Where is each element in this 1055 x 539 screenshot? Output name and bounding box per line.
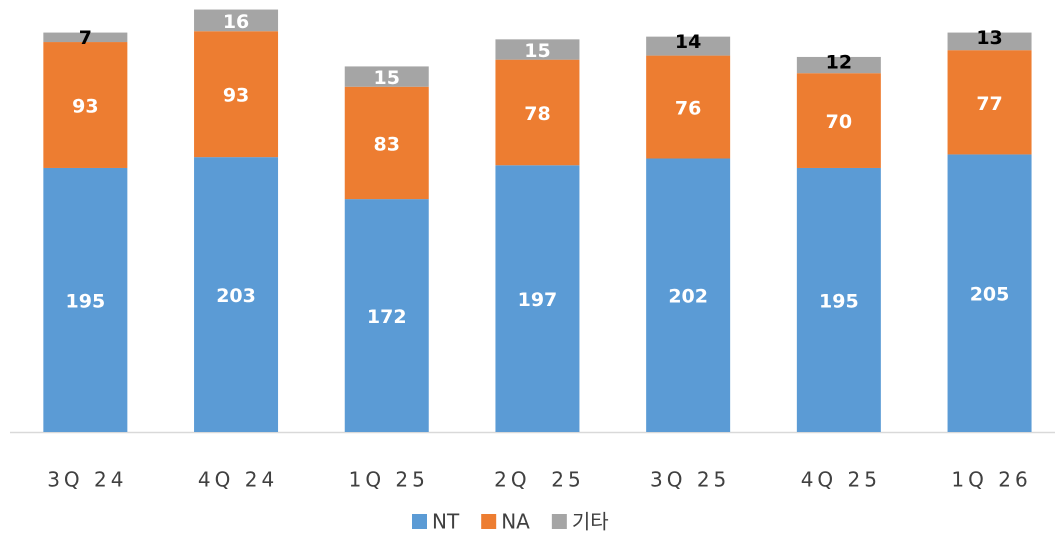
bar-segment xyxy=(194,31,279,158)
value-label: 78 xyxy=(524,103,550,125)
bar-segment xyxy=(344,66,429,87)
bar-segment xyxy=(796,56,881,74)
bar-segment xyxy=(194,9,279,32)
value-label: 93 xyxy=(223,85,249,107)
x-tick-label: 4Q 24 xyxy=(198,468,278,492)
bar-segment xyxy=(646,36,731,56)
bar-segment xyxy=(796,73,881,168)
bar-segment xyxy=(947,32,1032,51)
bar-segment xyxy=(646,55,731,159)
legend-swatch xyxy=(412,514,427,529)
value-label: 205 xyxy=(970,284,1010,306)
value-label: 14 xyxy=(675,31,701,53)
bar-segment xyxy=(344,199,429,432)
value-label: 202 xyxy=(668,286,708,308)
bar-segment xyxy=(495,39,580,60)
value-label: 203 xyxy=(216,285,256,307)
value-label: 70 xyxy=(826,111,852,133)
bar-segment xyxy=(43,167,128,432)
legend-swatch xyxy=(551,514,567,529)
x-tick-label: 1Q 25 xyxy=(349,468,429,492)
value-label: 7 xyxy=(79,27,92,49)
value-label: 77 xyxy=(976,93,1002,115)
value-label: 172 xyxy=(367,306,407,328)
value-label: 15 xyxy=(524,40,550,62)
bar-segment xyxy=(495,59,580,166)
bar-segment xyxy=(947,50,1032,155)
bar-segment xyxy=(43,42,128,168)
legend-swatch xyxy=(481,514,497,529)
x-tick-label: 4Q 25 xyxy=(801,468,881,492)
value-label: 12 xyxy=(826,51,852,73)
legend-label: 기타 xyxy=(572,510,609,534)
legend-label: NT xyxy=(432,510,460,534)
value-label: 15 xyxy=(374,67,400,89)
bar-segment xyxy=(344,86,429,200)
value-label: 76 xyxy=(675,98,701,120)
value-label: 93 xyxy=(72,96,98,118)
bar-segment xyxy=(796,167,881,432)
bar-segment xyxy=(646,158,731,432)
value-label: 195 xyxy=(66,290,106,312)
bar-segment xyxy=(495,165,580,432)
x-tick-label: 2Q 25 xyxy=(494,468,585,492)
value-label: 197 xyxy=(518,289,558,311)
value-label: 16 xyxy=(223,11,249,33)
bar-segment xyxy=(194,157,279,432)
x-tick-label: 1Q 26 xyxy=(951,468,1031,492)
bar-segment xyxy=(43,32,128,43)
value-label: 195 xyxy=(819,290,859,312)
bar-segment xyxy=(947,154,1032,432)
legend-label: NA xyxy=(501,510,530,534)
value-label: 83 xyxy=(374,133,400,155)
value-label: 13 xyxy=(976,27,1002,49)
x-tick-label: 3Q 25 xyxy=(650,468,730,492)
x-tick-label: 3Q 24 xyxy=(47,468,127,492)
